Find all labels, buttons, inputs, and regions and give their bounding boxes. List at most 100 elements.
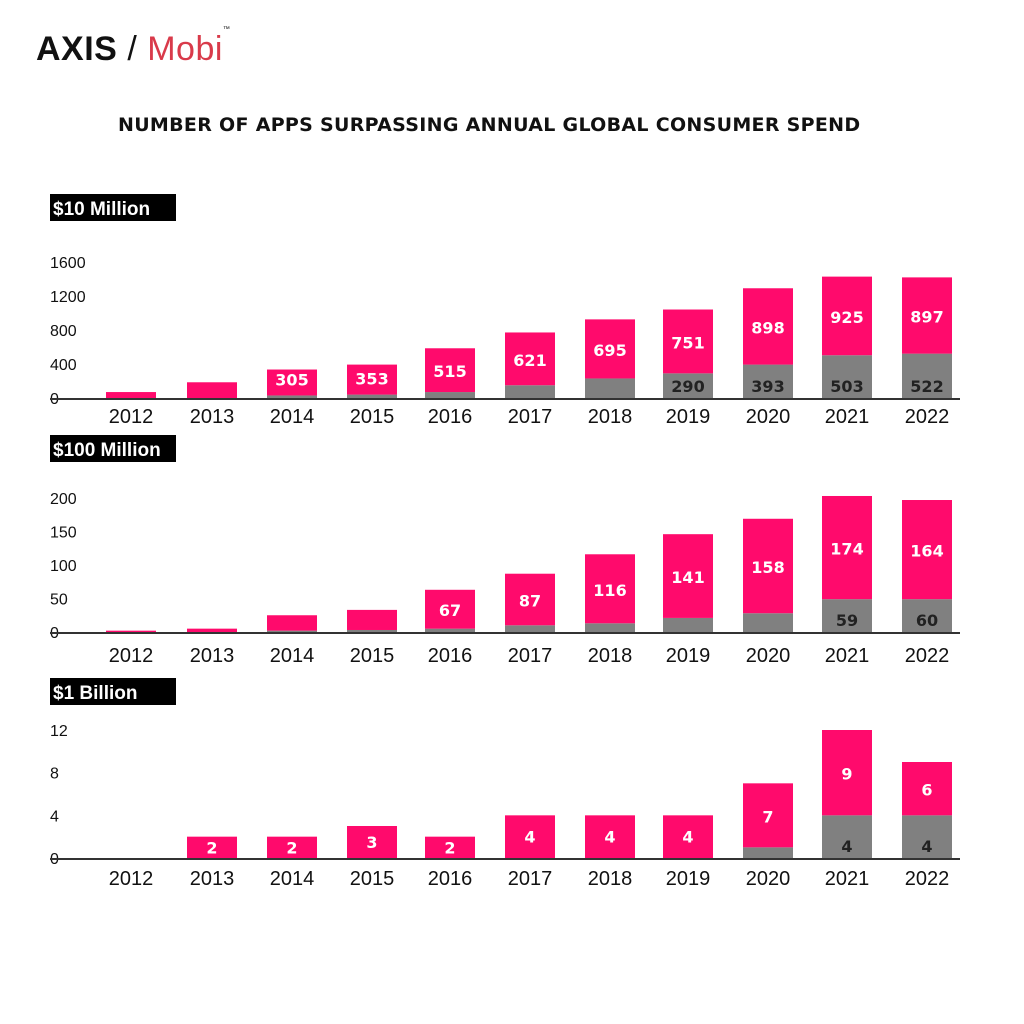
bar-segment [743,783,793,848]
data-label: 925 [830,308,863,327]
data-label: 60 [916,611,938,630]
bar-segment [902,762,952,816]
bar-segment [267,630,317,632]
logo-separator: / [127,30,138,68]
bar-segment [822,495,872,600]
bar-segment [347,609,397,630]
data-label: 4 [524,828,535,847]
bar-segment [347,826,397,858]
y-tick-label: 100 [50,558,77,575]
y-tick-label: 8 [50,766,59,783]
bar-segment [743,613,793,632]
data-label: 751 [671,333,704,352]
x-tick-label: 2016 [428,645,473,667]
x-tick-label: 2017 [508,868,553,890]
data-label: 7 [762,807,773,826]
bar-segment [585,623,635,632]
bar-segment [347,629,397,632]
bar-segment [585,319,635,379]
bar-segment [267,395,317,398]
y-tick-label: 1200 [50,289,86,306]
data-label: 4 [841,837,852,856]
data-label: 9 [841,765,852,784]
bar-segment [902,815,952,858]
bar-segment [187,836,237,858]
bar-segment [822,730,872,816]
bar-segment [663,309,713,374]
data-label: 621 [513,351,546,370]
data-label: 174 [830,540,863,559]
data-label: 67 [439,601,461,620]
data-label: 305 [275,370,308,389]
logo-product: Mobi [147,30,223,68]
data-label: 515 [433,362,466,381]
y-tick-label: 50 [50,592,68,609]
bar-segment [663,815,713,858]
bar-segment [106,630,156,632]
x-tick-label: 2019 [666,868,711,890]
bar-segment [267,615,317,631]
data-label: 116 [593,581,626,600]
x-tick-label: 2015 [350,868,395,890]
bar-segment [425,392,475,398]
x-tick-label: 2014 [270,868,315,890]
bar-segment [425,628,475,632]
bar-segment [267,836,317,858]
bar-segment [585,815,635,858]
x-tick-label: 2014 [270,406,315,428]
x-tick-label: 2018 [588,406,633,428]
data-label: 164 [910,542,943,561]
data-label: 393 [751,377,784,396]
panel-header-1 [50,435,176,462]
bar-segment [902,500,952,600]
data-label: 3 [366,833,377,852]
data-label: 87 [519,592,541,611]
x-tick-label: 2022 [905,868,950,890]
x-tick-label: 2013 [190,645,235,667]
bar-segment [663,373,713,398]
data-label: 290 [671,377,704,396]
data-label: 897 [910,308,943,327]
bar-segment [347,394,397,398]
x-tick-label: 2017 [508,406,553,428]
data-label: 6 [921,781,932,800]
x-tick-label: 2021 [825,406,870,428]
bar-segment [425,836,475,858]
bar-segment [663,534,713,618]
bar-segment [585,554,635,624]
data-label: 522 [910,377,943,396]
x-tick-label: 2021 [825,868,870,890]
x-tick-label: 2022 [905,406,950,428]
bar-segment [822,815,872,858]
y-tick-label: 800 [50,323,77,340]
x-tick-label: 2021 [825,645,870,667]
bar-segment [347,364,397,395]
data-label: 158 [751,558,784,577]
x-tick-label: 2016 [428,406,473,428]
x-tick-label: 2019 [666,645,711,667]
bar-segment [585,378,635,398]
bar-segment [505,625,555,632]
x-tick-label: 2018 [588,868,633,890]
x-tick-label: 2013 [190,406,235,428]
data-label: 695 [593,341,626,360]
bar-segment [902,277,952,354]
x-tick-label: 2020 [746,645,791,667]
logo-brand: AXIS [36,30,118,68]
bar-segment [505,815,555,858]
bar-segment [822,599,872,632]
bar-segment [425,589,475,629]
bar-segment [822,276,872,356]
bar-segment [505,573,555,626]
x-tick-label: 2019 [666,406,711,428]
bar-segment [663,617,713,632]
y-tick-label: 1600 [50,255,86,272]
logo-tm: ™ [222,26,231,33]
x-tick-label: 2014 [270,645,315,667]
bar-segment [505,385,555,398]
bar-segment [743,518,793,614]
y-tick-label: 400 [50,357,77,374]
y-tick-label: 150 [50,525,77,542]
panel-title-0: $10 Million [53,199,150,220]
panel-title-1: $100 Million [53,440,161,461]
